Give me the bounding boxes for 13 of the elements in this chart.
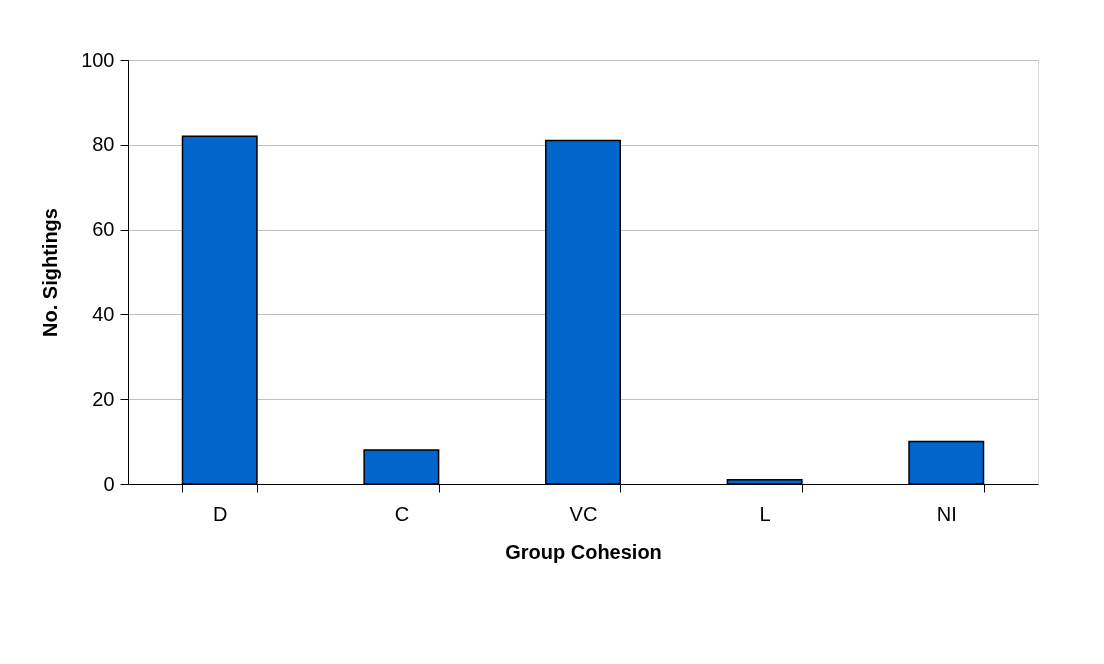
x-tick-label: NI (936, 502, 957, 525)
y-tick-label: 80 (92, 133, 115, 156)
x-tick-label: C (394, 502, 410, 525)
x-axis-title: Group Cohesion (505, 540, 662, 563)
y-tick-label: 100 (81, 48, 115, 71)
y-tick-label: 0 (103, 472, 115, 495)
x-tick-label: L (759, 502, 771, 525)
y-axis-title: No. Sightings (39, 208, 62, 337)
x-tick-label: D (213, 502, 228, 525)
y-tick-label: 60 (92, 218, 115, 241)
y-tick-label: 20 (92, 387, 115, 410)
y-tick-label: 40 (92, 302, 115, 325)
x-tick-label: VC (569, 502, 598, 525)
